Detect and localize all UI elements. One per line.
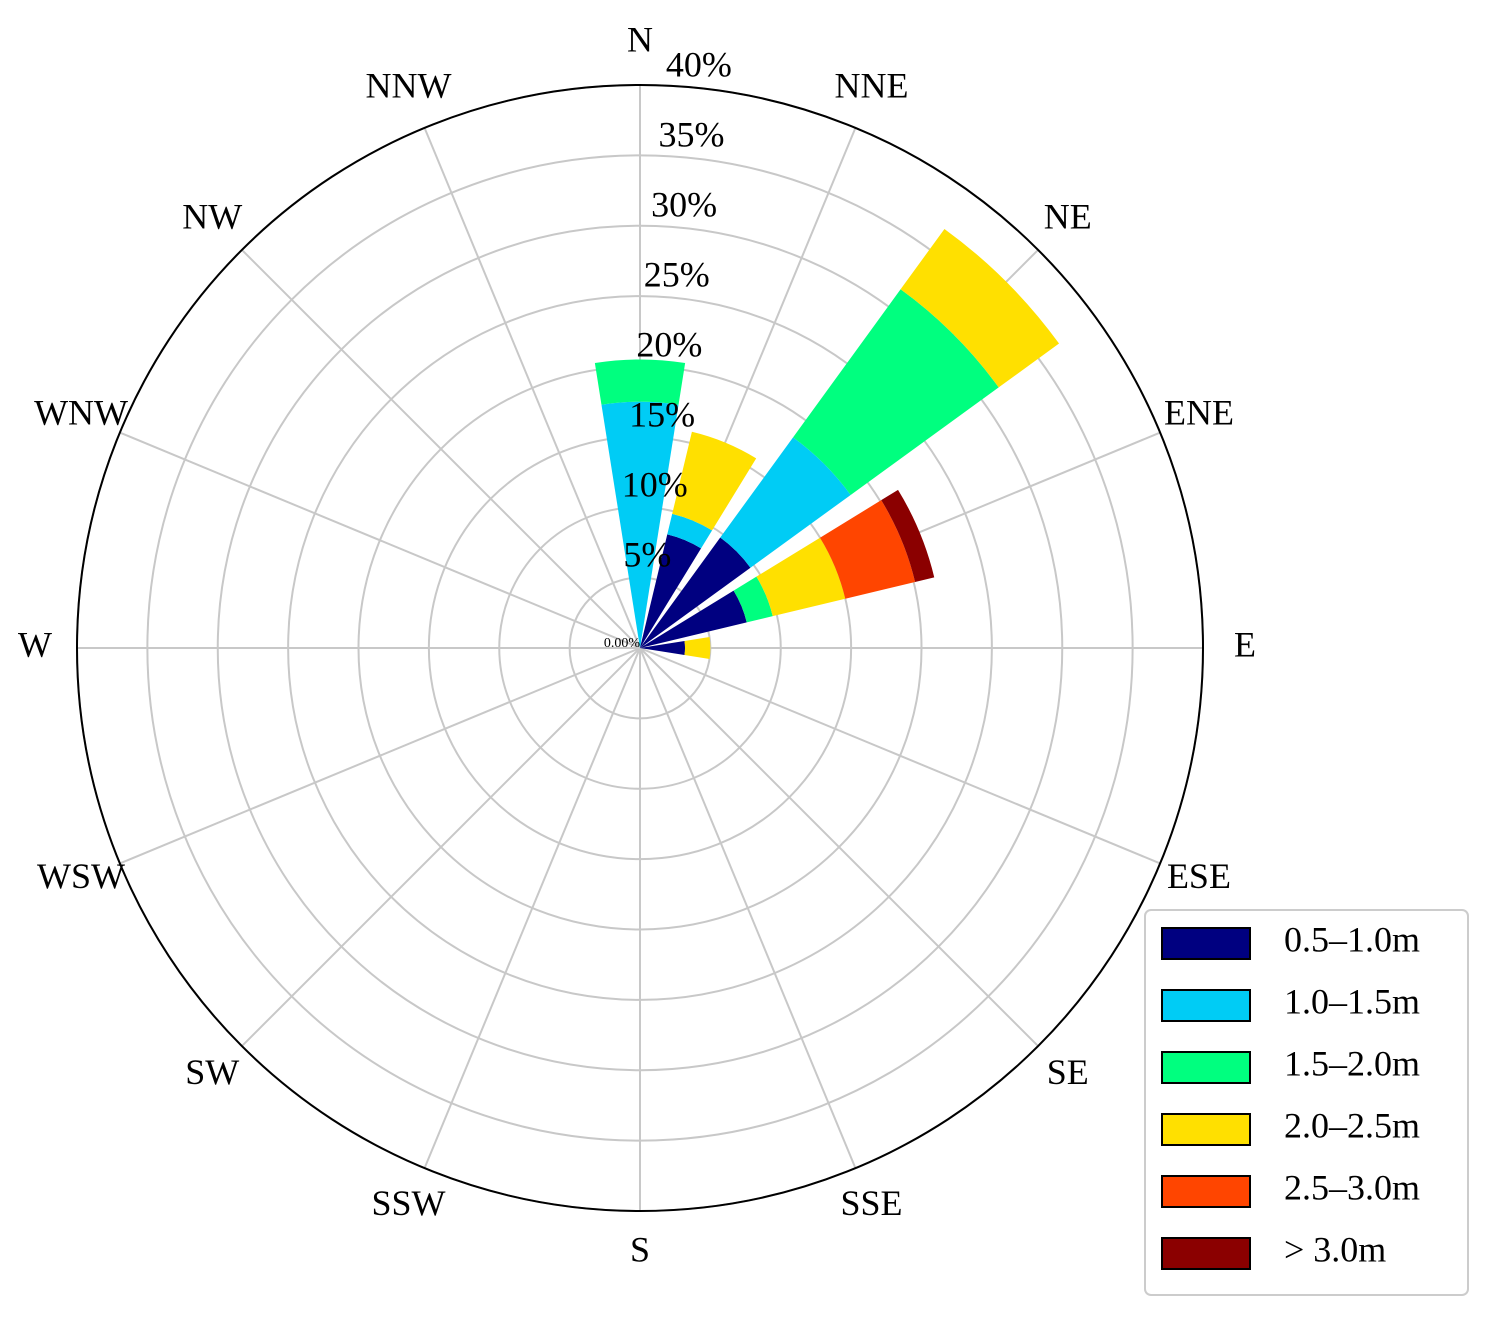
wedge xyxy=(601,401,679,648)
direction-label: NNW xyxy=(365,65,451,105)
wedge xyxy=(756,537,846,617)
spoke xyxy=(423,127,641,649)
legend-label: 0.5–1.0m xyxy=(1284,919,1420,959)
wedge xyxy=(594,359,686,405)
direction-label: S xyxy=(630,1229,650,1269)
wedge xyxy=(733,576,773,623)
legend-label: 2.0–2.5m xyxy=(1284,1105,1420,1145)
spoke xyxy=(639,647,1039,1047)
wedge xyxy=(684,636,711,660)
direction-label: N xyxy=(627,19,653,59)
r-tick-label: 35% xyxy=(658,114,724,154)
direction-label: NNE xyxy=(835,65,909,105)
direction-label: WSW xyxy=(37,856,125,896)
direction-label: ESE xyxy=(1167,856,1231,896)
wedge xyxy=(640,640,686,656)
legend-label: 2.5–3.0m xyxy=(1284,1167,1420,1207)
wedge xyxy=(793,289,999,495)
wedge xyxy=(672,431,757,531)
wedge xyxy=(640,537,751,648)
wedge xyxy=(640,534,702,648)
direction-label: E xyxy=(1234,624,1256,664)
r-tick-label: 30% xyxy=(651,184,717,224)
r-tick-label: 0.00% xyxy=(604,636,641,651)
direction-label: W xyxy=(18,624,52,664)
legend-swatch xyxy=(1161,989,1251,1022)
wedge xyxy=(820,500,916,599)
legend-label: > 3.0m xyxy=(1284,1229,1386,1269)
legend-swatch xyxy=(1161,1051,1251,1084)
direction-label: SSE xyxy=(841,1183,903,1223)
legend-swatch xyxy=(1161,1175,1251,1208)
direction-label: SE xyxy=(1047,1052,1089,1092)
spoke xyxy=(639,647,1161,865)
direction-label: SW xyxy=(185,1052,239,1092)
legend-swatch xyxy=(1161,927,1251,960)
wedge xyxy=(667,513,713,549)
wedge xyxy=(720,437,851,568)
wedge xyxy=(900,228,1060,388)
legend-swatch xyxy=(1161,1237,1251,1270)
wedge xyxy=(881,489,935,582)
spoke xyxy=(241,249,641,649)
legend: 0.5–1.0m 1.0–1.5m 1.5–2.0m 2.0–2.5m 2.5–3.0m… xyxy=(1144,909,1469,1296)
legend-swatch xyxy=(1161,1113,1251,1146)
direction-label: SSW xyxy=(371,1183,445,1223)
spoke xyxy=(639,647,857,1169)
direction-label: NE xyxy=(1044,196,1092,236)
spoke xyxy=(423,647,641,1169)
r-tick-label: 5% xyxy=(623,534,671,574)
r-tick-label: 15% xyxy=(629,394,695,434)
direction-label: ENE xyxy=(1164,393,1234,433)
legend-label: 1.5–2.0m xyxy=(1284,1043,1420,1083)
r-tick-label: 25% xyxy=(644,254,710,294)
r-tick-label: 40% xyxy=(666,44,732,84)
direction-label: NW xyxy=(182,196,242,236)
direction-label: WNW xyxy=(34,393,128,433)
r-tick-label: 20% xyxy=(636,324,702,364)
spoke xyxy=(241,647,641,1047)
r-tick-label: 10% xyxy=(622,464,688,504)
outer-ring xyxy=(76,84,1204,1212)
spoke xyxy=(119,431,641,649)
wedge xyxy=(640,590,747,648)
legend-label: 1.0–1.5m xyxy=(1284,981,1420,1021)
spoke xyxy=(119,647,641,865)
